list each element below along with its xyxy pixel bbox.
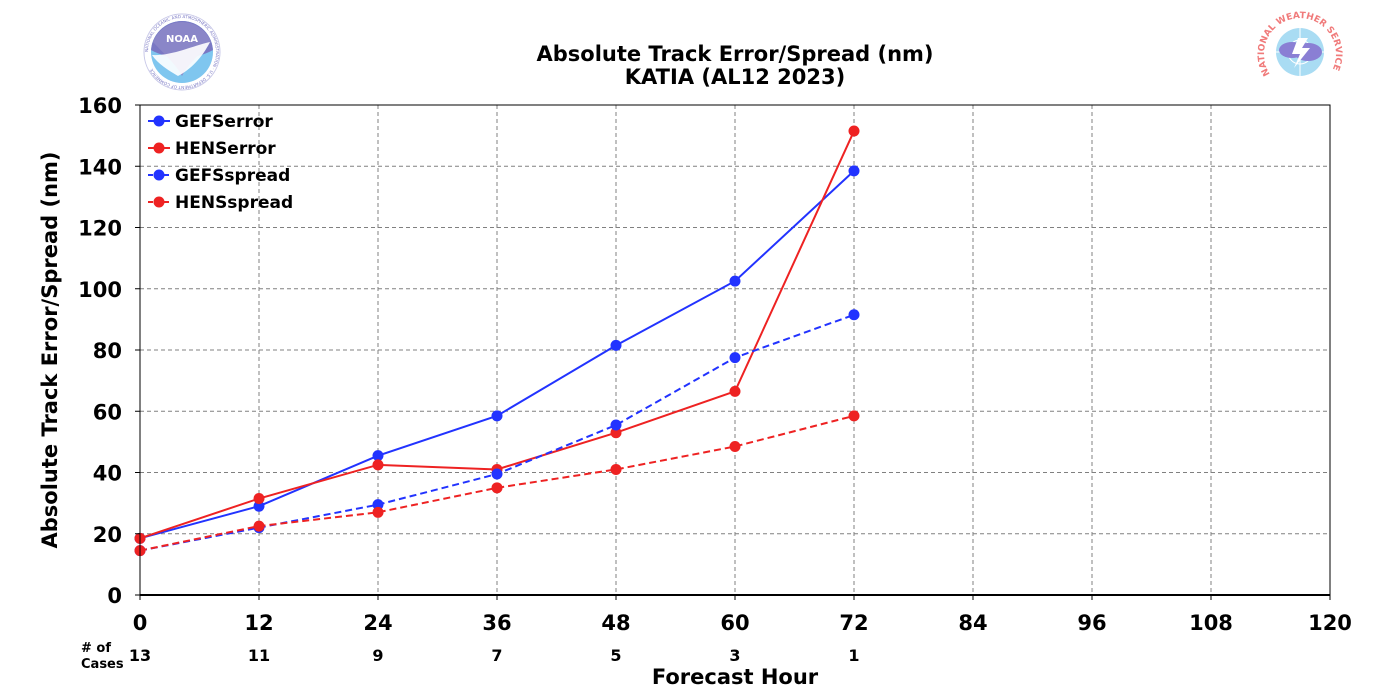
x-tick-label: 36 [482, 611, 511, 635]
data-point-HENSspread [729, 440, 741, 452]
nws-logo-icon: NATIONAL WEATHER SERVICE [1257, 11, 1343, 90]
series-layer [134, 125, 860, 557]
legend-label: HENSspread [175, 193, 293, 213]
y-tick-label: 120 [78, 217, 122, 241]
legend-swatch-marker [153, 169, 165, 181]
data-point-GEFSerror [848, 165, 860, 177]
legend-item-GEFSerror: GEFSerror [148, 112, 273, 132]
x-tick-label: 0 [133, 611, 148, 635]
case-count: 1 [848, 646, 859, 665]
y-tick-label: 20 [93, 523, 122, 547]
noaa-logo-icon: NOAA NATIONAL OCEANIC AND ATMOSPHERIC AD… [143, 13, 221, 91]
legend-swatch-marker [153, 196, 165, 208]
legend-item-GEFSspread: GEFSspread [148, 166, 290, 186]
y-tick-label: 140 [78, 155, 122, 179]
data-point-GEFSspread [372, 499, 384, 511]
data-point-GEFSerror [610, 339, 622, 351]
cases-label-line2: Cases [81, 657, 124, 672]
case-count: 7 [491, 646, 502, 665]
data-point-GEFSerror [729, 275, 741, 287]
x-axis-label: Forecast Hour [652, 665, 819, 689]
case-count: 9 [372, 646, 383, 665]
y-tick-label: 80 [93, 339, 122, 363]
y-axis-label: Absolute Track Error/Spread (nm) [38, 151, 62, 548]
legend-swatch-marker [153, 142, 165, 154]
cases-label-line1: # of [81, 641, 111, 656]
y-tick-label: 60 [93, 400, 122, 424]
x-tick-label: 108 [1189, 611, 1233, 635]
data-point-GEFSerror [491, 410, 503, 422]
data-point-HENSspread [848, 410, 860, 422]
x-tick-labels: 0 12 24 36 48 60 72 84 96 108 120 [133, 595, 1352, 635]
data-point-HENSerror [610, 427, 622, 439]
y-tick-label: 160 [78, 94, 122, 118]
grid [140, 105, 1330, 596]
data-point-HENSerror [372, 459, 384, 471]
data-point-HENSerror [253, 493, 265, 505]
x-tick-label: 48 [601, 611, 630, 635]
y-tick-label: 0 [107, 584, 122, 608]
chart-title: Absolute Track Error/Spread (nm) [536, 42, 933, 66]
legend: GEFSerror HENSerror GEFSspread HENSspread [148, 112, 293, 213]
data-point-HENSerror [729, 385, 741, 397]
x-tick-label: 24 [363, 611, 392, 635]
x-tick-label: 84 [958, 611, 987, 635]
legend-label: GEFSspread [175, 166, 290, 186]
data-point-GEFSerror [372, 450, 384, 462]
data-point-HENSspread [253, 520, 265, 532]
data-point-GEFSspread [848, 309, 860, 321]
data-point-HENSspread [610, 463, 622, 475]
x-tick-label: 60 [720, 611, 749, 635]
case-count: 5 [610, 646, 621, 665]
data-point-HENSerror [848, 125, 860, 137]
case-counts: 13 11 9 7 5 3 1 [129, 646, 860, 665]
x-tick-label: 12 [244, 611, 273, 635]
data-point-GEFSspread [491, 468, 503, 480]
case-count: 13 [129, 646, 151, 665]
legend-item-HENSerror: HENSerror [148, 139, 276, 159]
x-tick-label: 96 [1077, 611, 1106, 635]
case-count: 11 [248, 646, 270, 665]
legend-label: HENSerror [175, 139, 276, 159]
y-tick-label: 40 [93, 462, 122, 486]
data-point-HENSspread [491, 482, 503, 494]
y-tick-labels: 0 20 40 60 80 100 120 140 160 [78, 94, 140, 608]
x-tick-label: 120 [1308, 611, 1352, 635]
legend-item-HENSspread: HENSspread [148, 193, 293, 213]
data-point-GEFSspread [729, 352, 741, 364]
case-count: 3 [729, 646, 740, 665]
legend-swatch-marker [153, 115, 165, 127]
data-point-HENSspread [372, 506, 384, 518]
chart-subtitle: KATIA (AL12 2023) [625, 65, 845, 89]
data-point-GEFSerror [253, 500, 265, 512]
x-tick-label: 72 [839, 611, 868, 635]
legend-label: GEFSerror [175, 112, 273, 132]
data-point-GEFSspread [610, 419, 622, 431]
y-tick-label: 100 [78, 278, 122, 302]
noaa-logo-text: NOAA [166, 34, 198, 45]
